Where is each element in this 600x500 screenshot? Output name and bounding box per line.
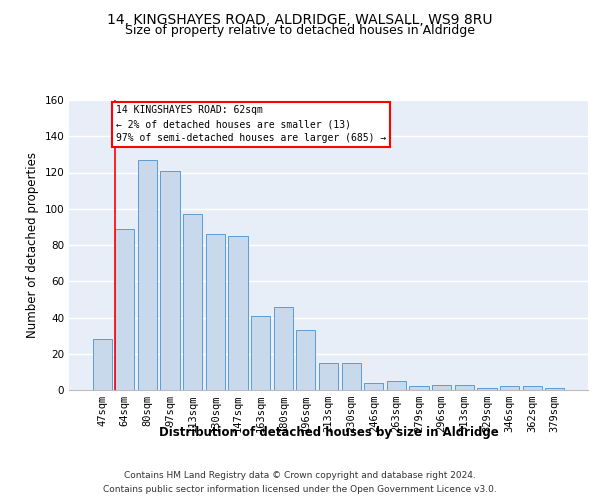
Bar	[206, 234, 225, 390]
Y-axis label: Number of detached properties: Number of detached properties	[26, 152, 39, 338]
Bar	[274, 306, 293, 390]
Text: Distribution of detached houses by size in Aldridge: Distribution of detached houses by size …	[159, 426, 499, 439]
Bar	[251, 316, 270, 390]
Bar	[477, 388, 497, 390]
Bar	[115, 228, 134, 390]
Bar	[432, 384, 451, 390]
Bar	[319, 363, 338, 390]
Text: Contains public sector information licensed under the Open Government Licence v3: Contains public sector information licen…	[103, 484, 497, 494]
Bar	[160, 170, 180, 390]
Bar	[500, 386, 519, 390]
Bar	[92, 339, 112, 390]
Bar	[387, 381, 406, 390]
Text: Contains HM Land Registry data © Crown copyright and database right 2024.: Contains HM Land Registry data © Crown c…	[124, 472, 476, 480]
Bar	[455, 384, 474, 390]
Bar	[341, 363, 361, 390]
Bar	[229, 236, 248, 390]
Bar	[523, 386, 542, 390]
Bar	[545, 388, 565, 390]
Bar	[364, 383, 383, 390]
Bar	[138, 160, 157, 390]
Text: 14, KINGSHAYES ROAD, ALDRIDGE, WALSALL, WS9 8RU: 14, KINGSHAYES ROAD, ALDRIDGE, WALSALL, …	[107, 12, 493, 26]
Bar	[183, 214, 202, 390]
Text: Size of property relative to detached houses in Aldridge: Size of property relative to detached ho…	[125, 24, 475, 37]
Bar	[296, 330, 316, 390]
Bar	[409, 386, 428, 390]
Text: 14 KINGSHAYES ROAD: 62sqm
← 2% of detached houses are smaller (13)
97% of semi-d: 14 KINGSHAYES ROAD: 62sqm ← 2% of detach…	[116, 106, 386, 144]
